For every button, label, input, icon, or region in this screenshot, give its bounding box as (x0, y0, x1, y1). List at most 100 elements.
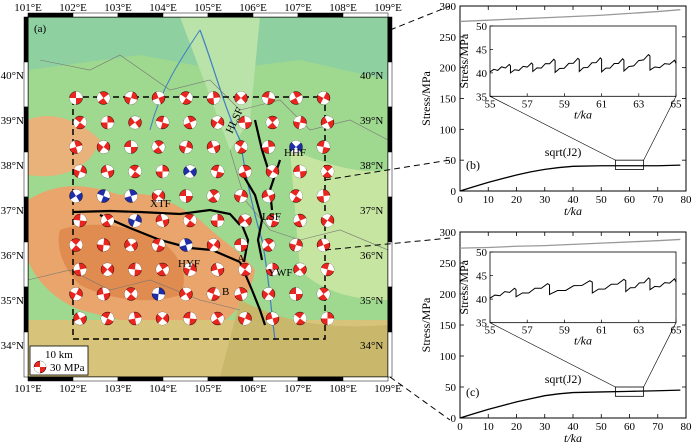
fault-lsf (239, 169, 264, 261)
panel-label: (b) (466, 158, 480, 172)
x-tick-label: 50 (596, 194, 608, 206)
inset-y-tick-label: 45 (476, 271, 488, 283)
frame-seg-right (387, 16, 393, 63)
x-tick-label: 60 (624, 421, 636, 433)
beach-ball (151, 91, 166, 105)
lat-ticks-right: 40°N 39°N 38°N 37°N 36°N 35°N 34°N (360, 70, 383, 352)
beach-ball (265, 262, 280, 277)
connector-line-top (389, 5, 451, 31)
inset-y-tick-label: 50 (476, 247, 488, 259)
inset-x-tick-label: 59 (559, 98, 571, 110)
beach-ball (316, 91, 331, 105)
beach-ball (289, 238, 303, 252)
lon-tick-label: 107°E (284, 383, 312, 395)
beach-ball (100, 115, 115, 130)
lat-tick-label-right: 36°N (360, 250, 383, 262)
y-tick-label: 250 (440, 32, 457, 44)
beach-ball (320, 213, 335, 228)
beach-ball (69, 91, 83, 105)
beach-ball (316, 189, 331, 203)
inset-y-axis-label: Stress/MPa (457, 33, 471, 88)
lon-tick-label: 101°E (14, 2, 42, 14)
beach-ball (179, 238, 193, 252)
beach-balls (69, 91, 335, 326)
beach-ball (265, 311, 280, 326)
y-tick-label: 300 (440, 1, 457, 13)
lon-tick-label: 102°E (59, 383, 87, 395)
inset-x-tick-label: 55 (485, 325, 497, 337)
beach-ball (124, 91, 138, 105)
lon-tick-label: 103°E (104, 383, 132, 395)
beach-ball (316, 140, 331, 154)
series-label-sqrt-j2: sqrt(J2) (545, 145, 582, 159)
beach-ball (96, 287, 111, 301)
series-label-sqrt-j2: sqrt(J2) (545, 372, 582, 386)
beach-ball (320, 311, 335, 326)
lat-tick-label: 40°N (1, 70, 24, 82)
inset-y-tick-label: 40 (476, 294, 488, 306)
y-tick-label: 150 (440, 94, 457, 106)
x-tick-label: 80 (681, 194, 693, 206)
beach-ball (183, 115, 197, 130)
x-tick-label: 10 (483, 421, 495, 433)
beach-ball (206, 287, 221, 301)
frame-seg-bottom (72, 376, 119, 382)
y-axis-label: Stress/MPa (419, 297, 433, 352)
connector-line-bottom (389, 376, 451, 421)
chart-b: 0 10 20 30 40 50 60 70 80 0 50 100 150 200 250 300 t/ka S… (419, 1, 692, 218)
beach-ball (69, 238, 83, 252)
lat-ticks-left: 40°N 39°N 38°N 37°N 36°N 35°N 34°N (1, 70, 24, 352)
beach-ball (293, 115, 307, 130)
beach-ball (293, 213, 307, 228)
lat-tick-label: 39°N (1, 115, 24, 127)
y-tick-label: 0 (451, 413, 457, 425)
frame-seg-right (387, 61, 393, 108)
beach-ball (73, 262, 87, 277)
beach-ball (151, 238, 166, 252)
beach-ball (289, 189, 303, 203)
frame-seg-left (23, 196, 29, 243)
beach-ball (206, 189, 221, 203)
frame-seg-right (387, 286, 393, 333)
beach-ball (320, 115, 335, 130)
lat-tick-label-right: 40°N (360, 70, 383, 82)
beach-ball (124, 140, 138, 154)
beach-ball (210, 115, 225, 130)
inset-x-tick-label: 63 (633, 325, 645, 337)
lat-tick-label-right: 39°N (360, 115, 383, 127)
beach-ball (183, 311, 197, 326)
beach-ball (96, 189, 111, 203)
x-tick-label: 30 (539, 421, 551, 433)
x-tick-label: 60 (624, 194, 636, 206)
beach-ball (293, 262, 307, 277)
inset-connector-right (643, 96, 677, 161)
frame-seg-bottom (162, 376, 209, 382)
beach-ball (100, 262, 115, 277)
lon-tick-label: 103°E (104, 2, 132, 14)
y-axis-label: Stress/MPa (419, 70, 433, 125)
beach-ball (124, 238, 138, 252)
beach-ball (151, 140, 166, 154)
fault-hyf (99, 213, 241, 264)
lon-tick-label: 106°E (239, 383, 267, 395)
beach-ball (100, 164, 115, 179)
lon-tick-label: 106°E (239, 2, 267, 14)
beach-ball (238, 311, 252, 326)
lon-tick-label: 102°E (59, 2, 87, 14)
inset-y-tick-label: 40 (476, 68, 488, 80)
y-tick-label: 200 (440, 289, 457, 301)
legend-scale-text: 10 km (45, 349, 73, 361)
inset-sawtooth-line (489, 53, 677, 74)
inset-y-tick-label: 45 (476, 44, 488, 56)
frame-seg-left (23, 331, 29, 378)
fault-label-lsf: LSF (262, 211, 281, 223)
frame-seg-right (387, 241, 393, 288)
frame-seg-bottom (297, 376, 344, 382)
beach-ball (73, 311, 87, 326)
lon-tick-label: 108°E (329, 383, 357, 395)
inset-x-tick-label: 65 (671, 98, 683, 110)
legend-stress-text: 30 MPa (50, 362, 85, 374)
beach-ball (316, 238, 331, 252)
beach-ball (69, 140, 83, 154)
